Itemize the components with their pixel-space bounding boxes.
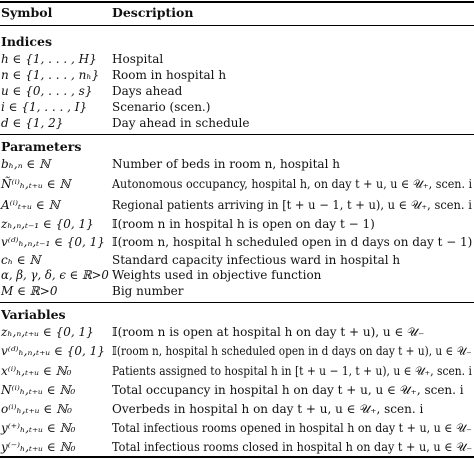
symbol-cell: Ñ⁽ⁱ⁾ₕ,ₜ₊ᵤ ∈ ℕ (1, 177, 71, 191)
header-rule (0, 25, 474, 26)
table-row: M ∈ ℝ>0 Big number (0, 284, 474, 300)
description-cell: Day ahead in schedule (112, 116, 250, 130)
table-row: cₕ ∈ ℕ Standard capacity infectious ward… (0, 253, 474, 269)
symbol-cell: n ∈ {1, . . . , nₕ} (1, 68, 100, 82)
symbol-cell: v⁽ᵈ⁾ₕ,ₙ,ₜ₋₁ ∈ {0, 1} (1, 235, 105, 249)
table-row: v⁽ᵈ⁾ₕ,ₙ,ₜ₋₁ ∈ {0, 1} 𝕀(room n, hospital … (0, 235, 474, 251)
table-row: i ∈ {1, . . . , I} Scenario (scen.) (0, 100, 474, 116)
symbol-cell: h ∈ {1, . . . , H} (1, 52, 97, 66)
table-row: zₕ,ₙ,ₜ₊ᵤ ∈ {0, 1} 𝕀(room n is open at ho… (0, 325, 474, 341)
header-description: Description (112, 5, 194, 20)
table-row: n ∈ {1, . . . , nₕ} Room in hospital h (0, 68, 474, 84)
symbol-cell: M ∈ ℝ>0 (1, 284, 58, 298)
description-cell: Regional patients arriving in [t + u − 1… (112, 198, 472, 212)
symbol-cell: v⁽ᵈ⁾ₕ,ₙ,ₜ₊ᵤ ∈ {0, 1} (1, 344, 105, 358)
description-cell: 𝕀(room n, hospital h scheduled open in d… (112, 235, 473, 249)
symbol-cell: bₕ,ₙ ∈ ℕ (1, 157, 51, 171)
description-cell: Total infectious rooms opened in hospita… (112, 421, 472, 435)
table-row: y⁽⁻⁾ₕ,ₜ₊ᵤ ∈ ℕ₀ Total infectious rooms cl… (0, 440, 474, 456)
symbol-cell: d ∈ {1, 2} (1, 116, 64, 130)
section-title-parameters: Parameters (1, 139, 82, 154)
description-cell: 𝕀(room n in hospital h is open on day t … (112, 217, 375, 231)
top-rule (0, 1, 474, 3)
symbol-cell: zₕ,ₙ,ₜ₋₁ ∈ {0, 1} (1, 217, 94, 231)
description-cell: Patients assigned to hospital h in [t + … (112, 364, 472, 378)
symbol-cell: zₕ,ₙ,ₜ₊ᵤ ∈ {0, 1} (1, 325, 94, 339)
section-title-indices: Indices (1, 34, 53, 49)
table-row: N⁽ⁱ⁾ₕ,ₜ₊ᵤ ∈ ℕ₀ Total occupancy in hospit… (0, 383, 474, 399)
table-row: x⁽ⁱ⁾ₕ,ₜ₊ᵤ ∈ ℕ₀ Patients assigned to hosp… (0, 364, 474, 380)
description-cell: Total occupancy in hospital h on day t +… (112, 383, 464, 397)
section-rule (0, 302, 474, 303)
table-row: v⁽ᵈ⁾ₕ,ₙ,ₜ₊ᵤ ∈ {0, 1} 𝕀(room n, hospital … (0, 344, 474, 360)
description-cell: Weights used in objective function (112, 268, 322, 282)
table-row: u ∈ {0, . . . , s} Days ahead (0, 84, 474, 100)
table-row: zₕ,ₙ,ₜ₋₁ ∈ {0, 1} 𝕀(room n in hospital h… (0, 217, 474, 233)
symbol-cell: u ∈ {0, . . . , s} (1, 84, 93, 98)
description-cell: Hospital (112, 52, 164, 66)
table-row: h ∈ {1, . . . , H} Hospital (0, 52, 474, 68)
table-row: y⁽⁺⁾ₕ,ₜ₊ᵤ ∈ ℕ₀ Total infectious rooms op… (0, 421, 474, 437)
description-cell: Big number (112, 284, 184, 298)
symbol-cell: N⁽ⁱ⁾ₕ,ₜ₊ᵤ ∈ ℕ₀ (1, 383, 76, 397)
description-cell: Standard capacity infectious ward in hos… (112, 253, 401, 267)
description-cell: Days ahead (112, 84, 183, 98)
header-symbol: Symbol (1, 5, 53, 20)
section-rule (0, 134, 474, 135)
description-cell: Autonomous occupancy, hospital h, on day… (112, 177, 473, 191)
description-cell: Room in hospital h (112, 68, 227, 82)
symbol-cell: cₕ ∈ ℕ (1, 253, 41, 267)
description-cell: Total infectious rooms closed in hospita… (112, 440, 473, 454)
symbol-cell: y⁽⁻⁾ₕ,ₜ₊ᵤ ∈ ℕ₀ (1, 440, 76, 454)
description-cell: Overbeds in hospital h on day t + u, u ∈… (112, 402, 424, 416)
table-row: bₕ,ₙ ∈ ℕ Number of beds in room n, hospi… (0, 157, 474, 173)
symbol-cell: y⁽⁺⁾ₕ,ₜ₊ᵤ ∈ ℕ₀ (1, 421, 76, 435)
symbol-cell: α, β, γ, δ, ϵ ∈ ℝ>0 (1, 268, 109, 282)
symbol-cell: A⁽ⁱ⁾ₜ₊ᵤ ∈ ℕ (1, 198, 60, 212)
bottom-rule (0, 456, 474, 458)
table-row: Ñ⁽ⁱ⁾ₕ,ₜ₊ᵤ ∈ ℕ Autonomous occupancy, hosp… (0, 177, 474, 193)
description-cell: Number of beds in room n, hospital h (112, 157, 340, 171)
symbol-cell: i ∈ {1, . . . , I} (1, 100, 88, 114)
description-cell: Scenario (scen.) (112, 100, 211, 114)
table-row: α, β, γ, δ, ϵ ∈ ℝ>0 Weights used in obje… (0, 268, 474, 284)
section-title-variables: Variables (1, 307, 66, 322)
description-cell: 𝕀(room n is open at hospital h on day t … (112, 325, 425, 339)
symbol-cell: o⁽ⁱ⁾ₕ,ₜ₊ᵤ ∈ ℕ₀ (1, 402, 72, 416)
table-row: A⁽ⁱ⁾ₜ₊ᵤ ∈ ℕ Regional patients arriving i… (0, 198, 474, 214)
symbol-cell: x⁽ⁱ⁾ₕ,ₜ₊ᵤ ∈ ℕ₀ (1, 364, 72, 378)
table-row: d ∈ {1, 2} Day ahead in schedule (0, 116, 474, 132)
table-row: o⁽ⁱ⁾ₕ,ₜ₊ᵤ ∈ ℕ₀ Overbeds in hospital h on… (0, 402, 474, 418)
description-cell: 𝕀(room n, hospital h scheduled open in d… (112, 344, 472, 358)
